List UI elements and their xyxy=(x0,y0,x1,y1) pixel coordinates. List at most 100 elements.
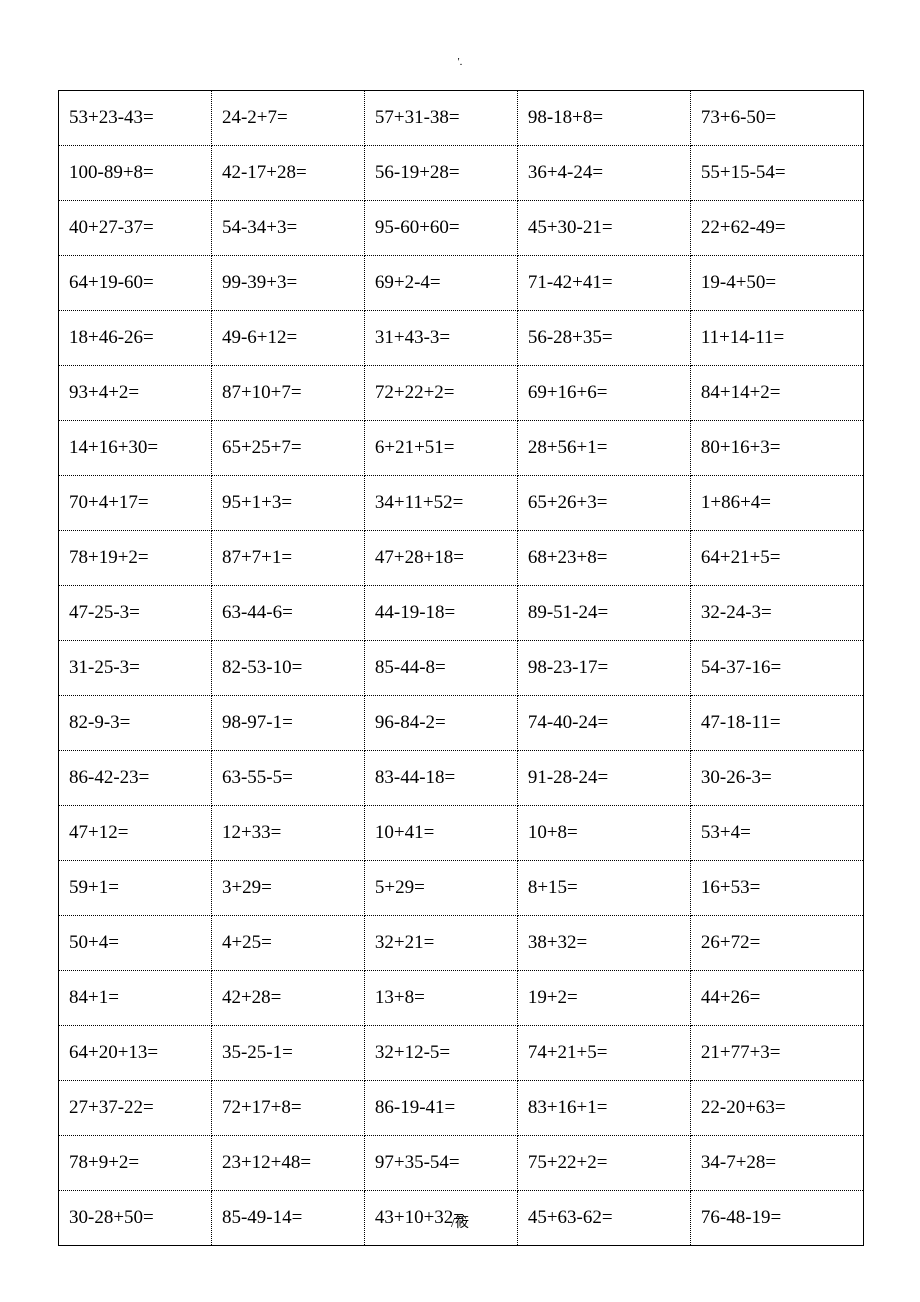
table-cell: 5+29= xyxy=(364,861,517,916)
table-cell: 44+26= xyxy=(690,971,863,1026)
table-cell: 31+43-3= xyxy=(364,311,517,366)
table-cell: 10+41= xyxy=(364,806,517,861)
table-cell: 93+4+2= xyxy=(59,366,212,421)
table-cell: 53+4= xyxy=(690,806,863,861)
table-cell: 78+19+2= xyxy=(59,531,212,586)
table-cell: 83-44-18= xyxy=(364,751,517,806)
table-cell: 91-28-24= xyxy=(517,751,690,806)
table-cell: 38+32= xyxy=(517,916,690,971)
table-row: 93+4+2=87+10+7=72+22+2=69+16+6=84+14+2= xyxy=(59,366,864,421)
table-cell: 22+62-49= xyxy=(690,201,863,256)
table-cell: 89-51-24= xyxy=(517,586,690,641)
table-cell: 95-60+60= xyxy=(364,201,517,256)
table-cell: 96-84-2= xyxy=(364,696,517,751)
table-cell: 86-42-23= xyxy=(59,751,212,806)
table-cell: 44-19-18= xyxy=(364,586,517,641)
table-cell: 34-7+28= xyxy=(690,1136,863,1191)
table-cell: 45+63-62= xyxy=(517,1191,690,1246)
table-row: 86-42-23=63-55-5=83-44-18=91-28-24=30-26… xyxy=(59,751,864,806)
table-cell: 6+21+51= xyxy=(364,421,517,476)
table-cell: 40+27-37= xyxy=(59,201,212,256)
table-cell: 63-55-5= xyxy=(211,751,364,806)
table-cell: 85-49-14= xyxy=(211,1191,364,1246)
table-cell: 54-34+3= xyxy=(211,201,364,256)
header-mark: '. xyxy=(458,56,463,68)
table-cell: 19-4+50= xyxy=(690,256,863,311)
table-row: 82-9-3=98-97-1=96-84-2=74-40-24=47-18-11… xyxy=(59,696,864,751)
table-row: 53+23-43=24-2+7=57+31-38=98-18+8=73+6-50… xyxy=(59,91,864,146)
table-row: 78+19+2=87+7+1=47+28+18=68+23+8=64+21+5= xyxy=(59,531,864,586)
table-cell: 86-19-41= xyxy=(364,1081,517,1136)
table-cell: 27+37-22= xyxy=(59,1081,212,1136)
table-row: 27+37-22=72+17+8=86-19-41=83+16+1=22-20+… xyxy=(59,1081,864,1136)
table-cell: 71-42+41= xyxy=(517,256,690,311)
table-row: 64+19-60=99-39+3=69+2-4=71-42+41=19-4+50… xyxy=(59,256,864,311)
table-cell: 82-9-3= xyxy=(59,696,212,751)
table-cell: 70+4+17= xyxy=(59,476,212,531)
table-cell: 87+7+1= xyxy=(211,531,364,586)
math-table-wrapper: 53+23-43=24-2+7=57+31-38=98-18+8=73+6-50… xyxy=(58,90,864,1246)
table-cell: 57+31-38= xyxy=(364,91,517,146)
table-cell: 13+8= xyxy=(364,971,517,1026)
table-cell: 76-48-19= xyxy=(690,1191,863,1246)
table-cell: 31-25-3= xyxy=(59,641,212,696)
table-row: 47+12=12+33=10+41=10+8=53+4= xyxy=(59,806,864,861)
table-row: 70+4+17=95+1+3=34+11+52=65+26+3=1+86+4= xyxy=(59,476,864,531)
table-cell: 4+25= xyxy=(211,916,364,971)
table-cell: 80+16+3= xyxy=(690,421,863,476)
table-row: 14+16+30=65+25+7=6+21+51=28+56+1=80+16+3… xyxy=(59,421,864,476)
table-cell: 45+30-21= xyxy=(517,201,690,256)
table-row: 59+1=3+29=5+29=8+15=16+53= xyxy=(59,861,864,916)
table-cell: 98-23-17= xyxy=(517,641,690,696)
table-row: 78+9+2=23+12+48=97+35-54=75+22+2=34-7+28… xyxy=(59,1136,864,1191)
table-cell: 99-39+3= xyxy=(211,256,364,311)
table-cell: 16+53= xyxy=(690,861,863,916)
footer-mark: /筱 xyxy=(451,1212,469,1232)
table-row: 100-89+8=42-17+28=56-19+28=36+4-24=55+15… xyxy=(59,146,864,201)
table-cell: 3+29= xyxy=(211,861,364,916)
table-cell: 35-25-1= xyxy=(211,1026,364,1081)
table-cell: 72+17+8= xyxy=(211,1081,364,1136)
table-cell: 23+12+48= xyxy=(211,1136,364,1191)
table-cell: 18+46-26= xyxy=(59,311,212,366)
table-cell: 12+33= xyxy=(211,806,364,861)
table-cell: 64+19-60= xyxy=(59,256,212,311)
table-cell: 69+16+6= xyxy=(517,366,690,421)
table-cell: 32+12-5= xyxy=(364,1026,517,1081)
table-cell: 95+1+3= xyxy=(211,476,364,531)
table-cell: 100-89+8= xyxy=(59,146,212,201)
table-cell: 47-25-3= xyxy=(59,586,212,641)
table-cell: 98-97-1= xyxy=(211,696,364,751)
table-cell: 98-18+8= xyxy=(517,91,690,146)
table-cell: 78+9+2= xyxy=(59,1136,212,1191)
table-cell: 32+21= xyxy=(364,916,517,971)
table-row: 47-25-3=63-44-6=44-19-18=89-51-24=32-24-… xyxy=(59,586,864,641)
table-cell: 28+56+1= xyxy=(517,421,690,476)
table-cell: 53+23-43= xyxy=(59,91,212,146)
table-cell: 30-28+50= xyxy=(59,1191,212,1246)
table-cell: 87+10+7= xyxy=(211,366,364,421)
table-cell: 49-6+12= xyxy=(211,311,364,366)
table-cell: 64+20+13= xyxy=(59,1026,212,1081)
math-table: 53+23-43=24-2+7=57+31-38=98-18+8=73+6-50… xyxy=(58,90,864,1246)
table-row: 84+1=42+28=13+8=19+2=44+26= xyxy=(59,971,864,1026)
table-cell: 74-40-24= xyxy=(517,696,690,751)
table-cell: 50+4= xyxy=(59,916,212,971)
table-cell: 65+26+3= xyxy=(517,476,690,531)
table-cell: 42+28= xyxy=(211,971,364,1026)
table-cell: 36+4-24= xyxy=(517,146,690,201)
table-cell: 54-37-16= xyxy=(690,641,863,696)
table-cell: 30-26-3= xyxy=(690,751,863,806)
table-row: 18+46-26=49-6+12=31+43-3=56-28+35=11+14-… xyxy=(59,311,864,366)
table-cell: 85-44-8= xyxy=(364,641,517,696)
table-cell: 26+72= xyxy=(690,916,863,971)
table-cell: 47+12= xyxy=(59,806,212,861)
table-cell: 84+14+2= xyxy=(690,366,863,421)
table-cell: 73+6-50= xyxy=(690,91,863,146)
table-cell: 83+16+1= xyxy=(517,1081,690,1136)
table-cell: 47-18-11= xyxy=(690,696,863,751)
table-cell: 56-19+28= xyxy=(364,146,517,201)
table-cell: 65+25+7= xyxy=(211,421,364,476)
table-cell: 8+15= xyxy=(517,861,690,916)
table-cell: 11+14-11= xyxy=(690,311,863,366)
